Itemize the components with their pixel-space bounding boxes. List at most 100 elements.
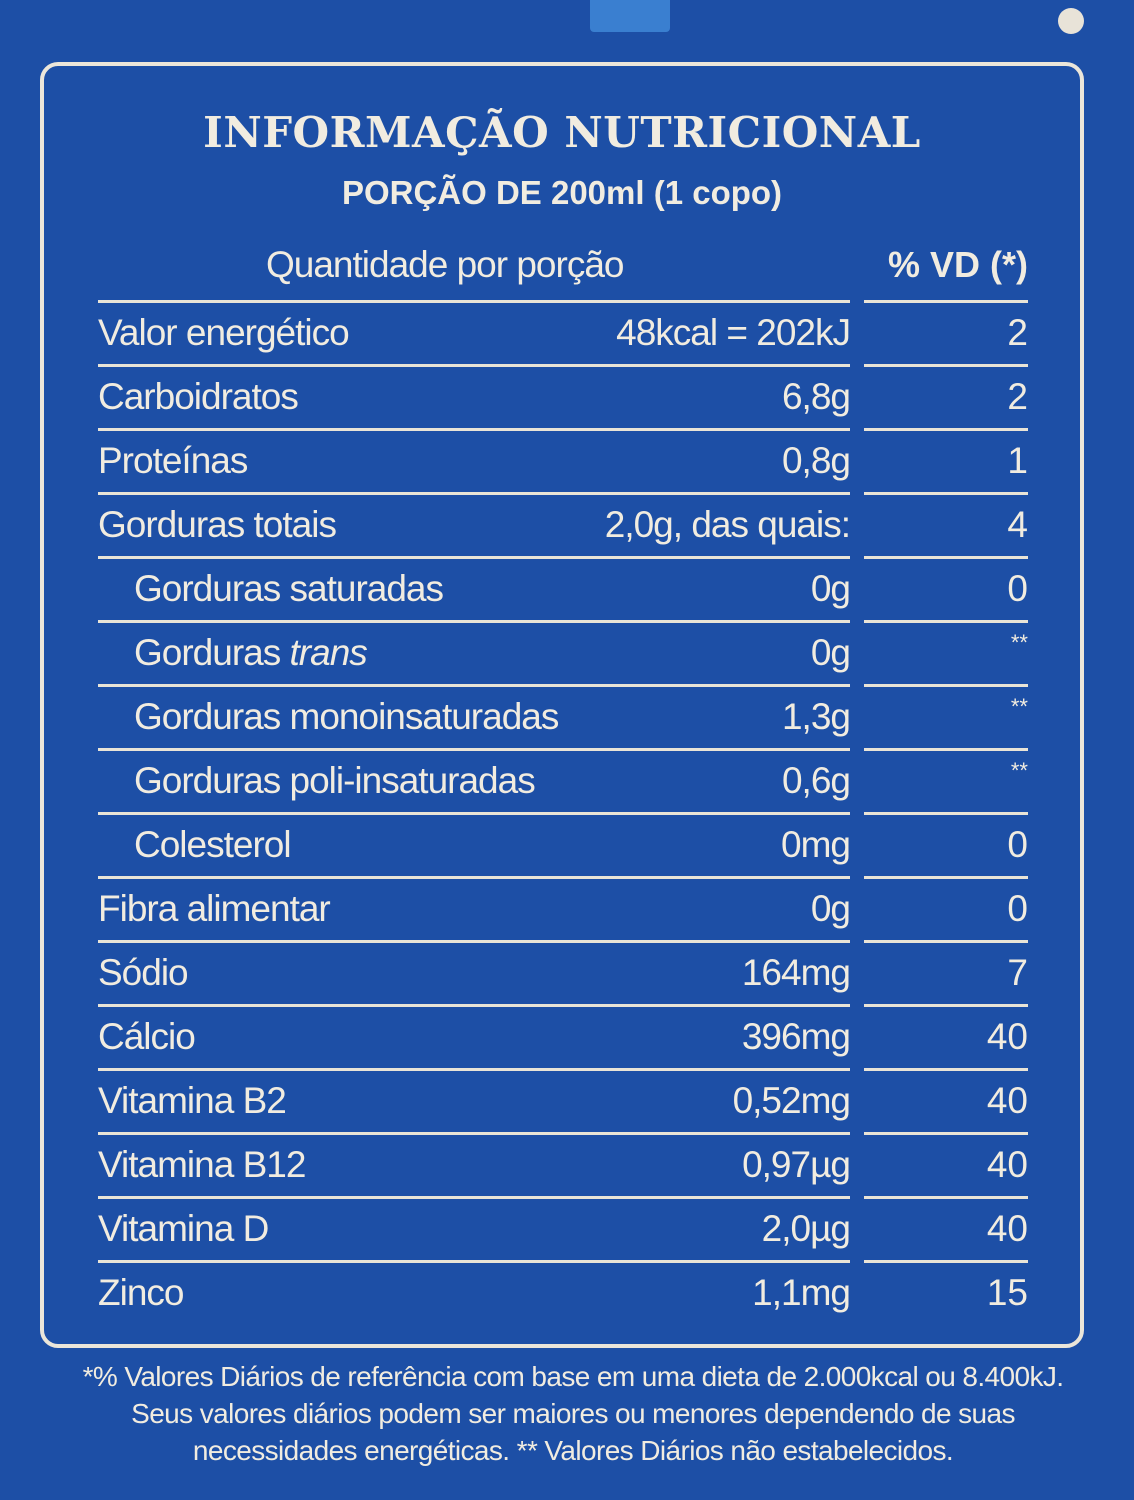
nutrient-dv: 2 [864, 364, 1028, 428]
nutrient-dv: 15 [864, 1260, 1028, 1324]
nutrient-label: Vitamina D [98, 1199, 269, 1259]
nutrient-amount: 1,3g [781, 696, 851, 737]
nutrient-dv: 40 [864, 1132, 1028, 1196]
row-main: Gorduras saturadas 0g [98, 556, 851, 620]
nutrient-label: Cálcio [98, 1007, 196, 1067]
nutrient-dv: 40 [864, 1004, 1028, 1068]
nutrient-dv: ** [864, 620, 1028, 684]
decorative-dot [1058, 8, 1084, 34]
table-row: Colesterol 0mg 0 [98, 812, 1028, 876]
nutrient-label: Gorduras monoinsaturadas [134, 687, 559, 747]
nutrient-dv: 2 [864, 300, 1028, 364]
table-header: Quantidade por porção % VD (*) [98, 238, 1028, 300]
table-row: Zinco 1,1mg 15 [98, 1260, 1028, 1324]
nutrient-name: Vitamina B12 [98, 1144, 306, 1185]
nutrient-label: Gorduras poli-insaturadas [134, 751, 536, 811]
nutrient-amount: 396mg [741, 1016, 851, 1057]
nutrient-name: Valor energético [98, 312, 350, 353]
nutrient-name: Gorduras [134, 632, 290, 673]
nutrient-amount: 0g [810, 632, 851, 673]
nutrient-label: Sódio [98, 943, 189, 1003]
nutrition-table: Valor energético 48kcal = 202kJ 2 Carboidra… [98, 300, 1028, 1324]
table-row: Gorduras trans 0g ** [98, 620, 1028, 684]
nutrient-label: Proteínas [98, 431, 248, 491]
table-row: Valor energético 48kcal = 202kJ 2 [98, 300, 1028, 364]
row-main: Zinco 1,1mg [98, 1260, 851, 1324]
nutrient-amount: 0g [810, 568, 851, 609]
row-main: Proteínas 0,8g [98, 428, 851, 492]
row-main: Vitamina D 2,0µg [98, 1196, 851, 1260]
nutrient-name: Cálcio [98, 1016, 196, 1057]
nutrient-name: Zinco [98, 1272, 184, 1313]
nutrient-name: Gorduras saturadas [134, 568, 444, 609]
nutrient-name: Proteínas [98, 440, 248, 481]
table-row: Fibra alimentar 0g 0 [98, 876, 1028, 940]
row-main: Gorduras poli-insaturadas 0,6g [98, 748, 851, 812]
table-row: Gorduras saturadas 0g 0 [98, 556, 1028, 620]
row-main: Cálcio 396mg [98, 1004, 851, 1068]
nutrient-name: Vitamina D [98, 1208, 269, 1249]
nutrition-facts-panel: INFORMAÇÃO NUTRICIONAL PORÇÃO DE 200ml (… [40, 62, 1084, 1348]
row-main: Vitamina B2 0,52mg [98, 1068, 851, 1132]
nutrient-amount: 0g [810, 888, 851, 929]
nutrient-name: Gorduras monoinsaturadas [134, 696, 559, 737]
nutrient-name: Carboidratos [98, 376, 299, 417]
table-row: Cálcio 396mg 40 [98, 1004, 1028, 1068]
nutrient-name: Gorduras totais [98, 504, 337, 545]
nutrient-label: Zinco [98, 1263, 184, 1323]
nutrient-label: Gorduras trans [134, 623, 368, 683]
nutrient-name: Vitamina B2 [98, 1080, 287, 1121]
nutrient-dv: 0 [864, 876, 1028, 940]
nutrient-amount: 0,52mg [732, 1080, 851, 1121]
table-row: Proteínas 0,8g 1 [98, 428, 1028, 492]
nutrient-dv: 0 [864, 556, 1028, 620]
row-main: Sódio 164mg [98, 940, 851, 1004]
nutrient-name: Fibra alimentar [98, 888, 331, 929]
row-main: Gorduras totais 2,0g, das quais: [98, 492, 851, 556]
nutrient-amount: 48kcal = 202kJ [616, 312, 851, 353]
nutrient-label: Carboidratos [98, 367, 299, 427]
nutrient-label: Fibra alimentar [98, 879, 331, 939]
table-row: Carboidratos 6,8g 2 [98, 364, 1028, 428]
row-main: Fibra alimentar 0g [98, 876, 851, 940]
table-row: Gorduras monoinsaturadas 1,3g ** [98, 684, 1028, 748]
nutrient-amount: 0,97µg [742, 1144, 851, 1185]
nutrient-dv: 40 [864, 1196, 1028, 1260]
table-row: Vitamina B12 0,97µg 40 [98, 1132, 1028, 1196]
nutrient-dv: 4 [864, 492, 1028, 556]
table-row: Vitamina B2 0,52mg 40 [98, 1068, 1028, 1132]
footnote: *% Valores Diários de referência com bas… [82, 1361, 1064, 1466]
nutrient-amount: 1,1mg [752, 1272, 851, 1313]
nutrient-amount: 6,8g [781, 376, 851, 417]
nutrient-name: Gorduras poli-insaturadas [134, 760, 536, 801]
dv-header: % VD (*) [887, 244, 1028, 285]
serving-size: PORÇÃO DE 200ml (1 copo) [341, 174, 783, 211]
carton-flap [590, 0, 670, 32]
nutrient-label: Gorduras totais [98, 495, 337, 555]
nutrient-amount: 0,6g [781, 760, 851, 801]
nutrient-name: Sódio [98, 952, 189, 993]
nutrient-label: Valor energético [98, 303, 350, 363]
nutrient-dv: ** [864, 684, 1028, 748]
table-row: Gorduras poli-insaturadas 0,6g ** [98, 748, 1028, 812]
row-main: Gorduras trans 0g [98, 620, 851, 684]
table-row: Vitamina D 2,0µg 40 [98, 1196, 1028, 1260]
nutrient-dv: 1 [864, 428, 1028, 492]
panel-title: INFORMAÇÃO NUTRICIONAL [203, 108, 921, 157]
nutrient-label: Gorduras saturadas [134, 559, 444, 619]
nutrient-amount: 2,0µg [761, 1208, 851, 1249]
quantity-header: Quantidade por porção [266, 244, 624, 285]
nutrient-dv: 40 [864, 1068, 1028, 1132]
row-main: Carboidratos 6,8g [98, 364, 851, 428]
row-main: Vitamina B12 0,97µg [98, 1132, 851, 1196]
nutrient-label: Vitamina B12 [98, 1135, 306, 1195]
nutrient-name-italic: trans [289, 632, 368, 673]
nutrient-label: Colesterol [134, 815, 292, 875]
nutrient-dv: 7 [864, 940, 1028, 1004]
row-main: Colesterol 0mg [98, 812, 851, 876]
table-row: Sódio 164mg 7 [98, 940, 1028, 1004]
nutrient-amount: 2,0g, das quais: [604, 504, 851, 545]
nutrient-dv: ** [864, 748, 1028, 812]
nutrient-label: Vitamina B2 [98, 1071, 287, 1131]
table-row: Gorduras totais 2,0g, das quais: 4 [98, 492, 1028, 556]
